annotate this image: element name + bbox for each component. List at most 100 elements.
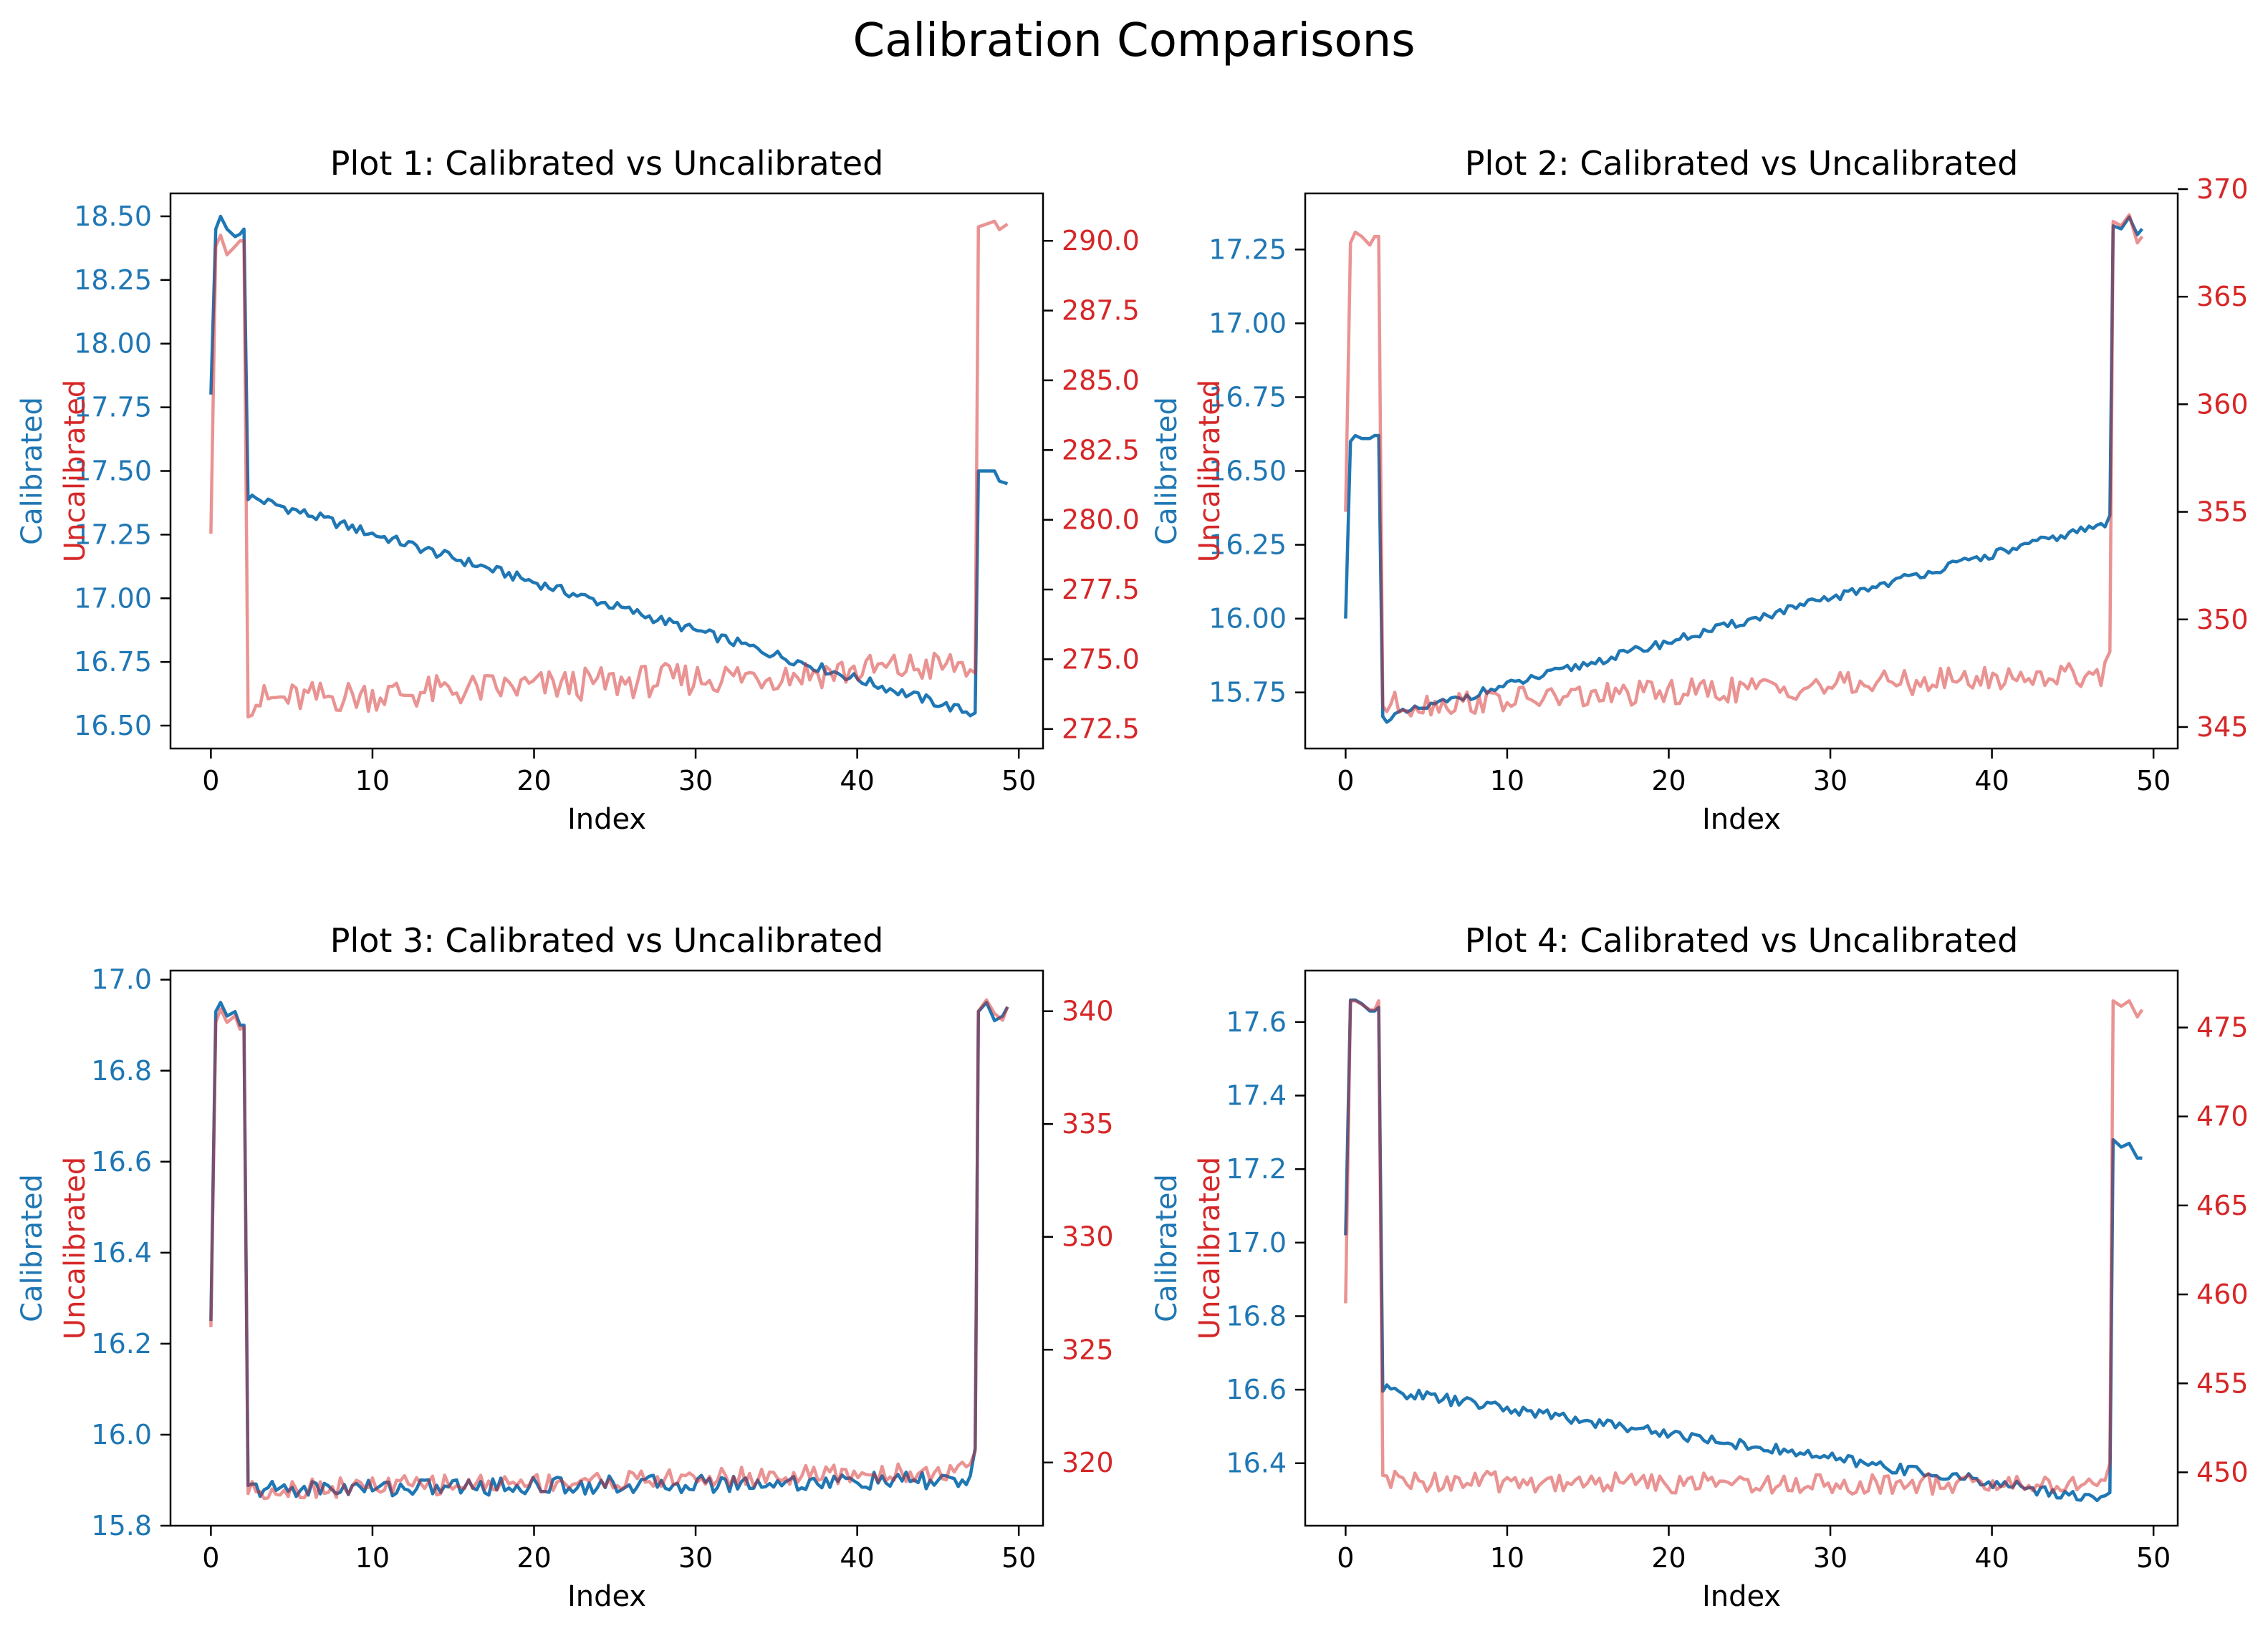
subplot-grid: Plot 1: Calibrated vs Uncalibrated 0 10 20 3… [16,144,2249,1613]
y-tick-label: 18.00 [74,328,152,360]
y-tick-label: 17.75 [74,392,152,423]
y-tick-label: 17.4 [1226,1080,1287,1112]
x-axis-label: Index [567,803,646,836]
y-axis-label-calibrated: Calibrated [16,1174,49,1322]
series-line-uncalibrated [209,219,1009,719]
y-tick-label: 16.0 [91,1419,152,1450]
y-tick-label: 17.25 [1209,234,1287,265]
y-tick-label: 16.4 [1226,1448,1287,1479]
subplot-title: Plot 2: Calibrated vs Uncalibrated [1465,144,2019,183]
y-tick-label: 16.2 [91,1328,152,1360]
x-tick-label: 10 [355,1542,390,1574]
y2-tick-label: 320 [1062,1447,1114,1478]
y2-tick-label: 330 [1062,1221,1114,1253]
x-tick-label: 20 [516,1542,551,1574]
y-axis-label-uncalibrated: Uncalibrated [59,1157,92,1339]
y-tick-label: 17.00 [74,582,152,614]
x-tick-label: 40 [1974,1542,2009,1574]
y-tick-label: 16.75 [74,646,152,678]
y-tick-label: 16.25 [1209,529,1287,561]
x-tick-label: 30 [1813,765,1847,797]
x-tick-label: 30 [678,765,713,797]
y-tick-label: 18.50 [74,201,152,232]
y2-tick-label: 325 [1062,1334,1114,1365]
y-tick-label: 16.8 [1226,1300,1287,1332]
subplot-title: Plot 3: Calibrated vs Uncalibrated [330,921,884,960]
x-tick-label: 10 [355,765,390,797]
y2-tick-label: 460 [2196,1279,2249,1310]
y-tick-label: 17.50 [74,456,152,487]
y2-tick-label: 345 [2196,711,2249,743]
y2-tick-label: 470 [2196,1101,2249,1132]
y2-tick-label: 277.5 [1062,574,1140,605]
y2-tick-label: 335 [1062,1108,1114,1140]
x-tick-label: 0 [202,765,219,797]
x-tick-label: 50 [2136,765,2171,797]
y2-tick-label: 370 [2196,173,2249,205]
x-tick-label: 20 [1651,1542,1686,1574]
subplot-title: Plot 4: Calibrated vs Uncalibrated [1465,921,2019,960]
subplot-3: Plot 3: Calibrated vs Uncalibrated 0 10 20 3… [16,921,1114,1613]
y-axis-label-calibrated: Calibrated [16,397,49,545]
series-line-calibrated [1344,215,2144,724]
y-tick-label: 15.75 [1209,677,1287,708]
x-tick-label: 0 [202,1542,219,1574]
y2-tick-label: 360 [2196,388,2249,420]
x-tick-label: 20 [516,765,551,797]
y-tick-label: 16.50 [1209,456,1287,487]
series-line-uncalibrated [209,998,1009,1501]
axes-frame [169,969,1044,1527]
y-tick-label: 16.75 [1209,381,1287,413]
y2-tick-label: 340 [1062,996,1114,1027]
x-axis-label: Index [1702,803,1781,836]
x-axis-label: Index [567,1580,646,1613]
x-tick-label: 40 [840,765,874,797]
series-line-uncalibrated [1344,213,2144,718]
y-tick-label: 16.50 [74,710,152,741]
y2-tick-label: 355 [2196,496,2249,528]
subplot-4: Plot 4: Calibrated vs Uncalibrated 0 10 20 3… [1150,921,2249,1613]
x-tick-label: 10 [1490,1542,1524,1574]
series-line-uncalibrated [1344,999,2144,1496]
y-tick-label: 16.6 [1226,1374,1287,1405]
x-axis-label: Index [1702,1580,1781,1613]
x-tick-label: 50 [1001,1542,1036,1574]
y-tick-label: 17.6 [1226,1006,1287,1038]
y-axis-label-calibrated: Calibrated [1150,1174,1183,1322]
x-tick-label: 40 [840,1542,874,1574]
figure-title: Calibration Comparisons [852,14,1415,67]
y2-tick-label: 272.5 [1062,713,1140,745]
y2-tick-label: 280.0 [1062,504,1140,536]
x-tick-label: 30 [1813,1542,1847,1574]
x-tick-label: 40 [1974,765,2009,797]
y2-tick-label: 282.5 [1062,434,1140,466]
y2-tick-label: 285.0 [1062,365,1140,396]
y2-tick-label: 290.0 [1062,225,1140,256]
y-tick-label: 16.00 [1209,603,1287,635]
y2-tick-label: 475 [2196,1011,2249,1043]
y-axis-label-uncalibrated: Uncalibrated [1193,1157,1226,1339]
x-tick-label: 50 [1001,765,1036,797]
y-tick-label: 17.25 [74,519,152,550]
y-axis-label-uncalibrated: Uncalibrated [59,380,92,562]
y-tick-label: 17.00 [1209,307,1287,339]
x-tick-label: 0 [1337,1542,1354,1574]
x-tick-label: 50 [2136,1542,2171,1574]
subplot-title: Plot 1: Calibrated vs Uncalibrated [330,144,884,183]
x-tick-label: 10 [1490,765,1524,797]
y-tick-label: 16.4 [91,1237,152,1269]
y2-tick-label: 465 [2196,1190,2249,1221]
y-axis-label-calibrated: Calibrated [1150,397,1183,545]
y2-tick-label: 455 [2196,1367,2249,1399]
y2-tick-label: 275.0 [1062,643,1140,675]
y-tick-label: 17.0 [1226,1227,1287,1259]
series-line-calibrated [209,214,1009,718]
y2-tick-label: 365 [2196,281,2249,312]
x-tick-label: 20 [1651,765,1686,797]
x-tick-label: 0 [1337,765,1354,797]
subplot-2: Plot 2: Calibrated vs Uncalibrated 0 10 20 3… [1150,144,2249,836]
y-tick-label: 17.2 [1226,1153,1287,1185]
axes-frame [1304,969,2179,1527]
